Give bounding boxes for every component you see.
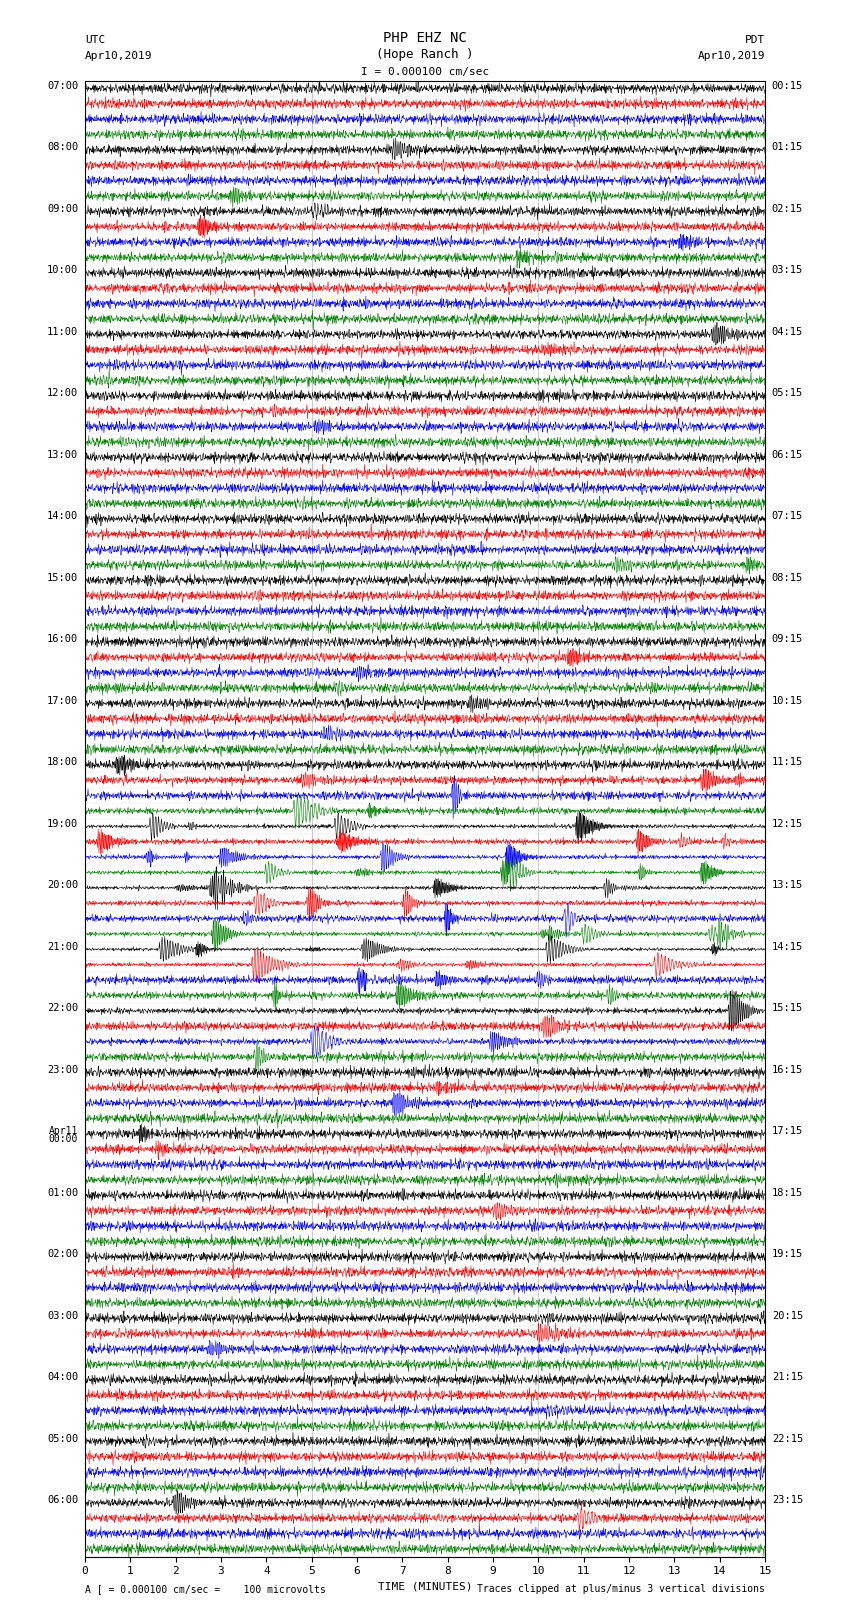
Text: 05:15: 05:15 [772, 389, 803, 398]
Text: 01:00: 01:00 [47, 1187, 78, 1197]
Text: 02:15: 02:15 [772, 203, 803, 213]
Text: 15:15: 15:15 [772, 1003, 803, 1013]
Text: 15:00: 15:00 [47, 573, 78, 582]
Text: 16:15: 16:15 [772, 1065, 803, 1074]
Text: PHP EHZ NC: PHP EHZ NC [383, 31, 467, 45]
Text: 06:00: 06:00 [47, 1495, 78, 1505]
Text: 03:00: 03:00 [47, 1310, 78, 1321]
Text: 19:15: 19:15 [772, 1248, 803, 1260]
Text: 17:00: 17:00 [47, 695, 78, 705]
Text: Apr10,2019: Apr10,2019 [698, 52, 765, 61]
Text: 12:00: 12:00 [47, 389, 78, 398]
Text: 00:15: 00:15 [772, 81, 803, 90]
Text: 17:15: 17:15 [772, 1126, 803, 1136]
Text: 04:00: 04:00 [47, 1373, 78, 1382]
Text: 14:00: 14:00 [47, 511, 78, 521]
Text: 05:00: 05:00 [47, 1434, 78, 1444]
Text: 04:15: 04:15 [772, 326, 803, 337]
Text: 10:15: 10:15 [772, 695, 803, 705]
Text: 09:00: 09:00 [47, 203, 78, 213]
Text: 23:15: 23:15 [772, 1495, 803, 1505]
Text: 13:15: 13:15 [772, 881, 803, 890]
Text: PDT: PDT [745, 35, 765, 45]
Text: 11:15: 11:15 [772, 756, 803, 768]
Text: UTC: UTC [85, 35, 105, 45]
Text: 08:00: 08:00 [47, 142, 78, 152]
X-axis label: TIME (MINUTES): TIME (MINUTES) [377, 1582, 473, 1592]
Text: 14:15: 14:15 [772, 942, 803, 952]
Text: 18:15: 18:15 [772, 1187, 803, 1197]
Text: 19:00: 19:00 [47, 819, 78, 829]
Text: 23:00: 23:00 [47, 1065, 78, 1074]
Text: Apr11: Apr11 [48, 1126, 78, 1136]
Text: 07:15: 07:15 [772, 511, 803, 521]
Text: 22:00: 22:00 [47, 1003, 78, 1013]
Text: 22:15: 22:15 [772, 1434, 803, 1444]
Text: 02:00: 02:00 [47, 1248, 78, 1260]
Text: 01:15: 01:15 [772, 142, 803, 152]
Text: I = 0.000100 cm/sec: I = 0.000100 cm/sec [361, 68, 489, 77]
Text: 21:15: 21:15 [772, 1373, 803, 1382]
Text: 18:00: 18:00 [47, 756, 78, 768]
Text: 12:15: 12:15 [772, 819, 803, 829]
Text: A [ = 0.000100 cm/sec =    100 microvolts: A [ = 0.000100 cm/sec = 100 microvolts [85, 1584, 326, 1594]
Text: Traces clipped at plus/minus 3 vertical divisions: Traces clipped at plus/minus 3 vertical … [477, 1584, 765, 1594]
Text: 03:15: 03:15 [772, 265, 803, 276]
Text: 20:15: 20:15 [772, 1310, 803, 1321]
Text: (Hope Ranch ): (Hope Ranch ) [377, 48, 473, 61]
Text: Apr10,2019: Apr10,2019 [85, 52, 152, 61]
Text: 10:00: 10:00 [47, 265, 78, 276]
Text: 08:15: 08:15 [772, 573, 803, 582]
Text: 07:00: 07:00 [47, 81, 78, 90]
Text: 06:15: 06:15 [772, 450, 803, 460]
Text: 21:00: 21:00 [47, 942, 78, 952]
Text: 20:00: 20:00 [47, 881, 78, 890]
Text: 11:00: 11:00 [47, 326, 78, 337]
Text: 09:15: 09:15 [772, 634, 803, 644]
Text: 00:00: 00:00 [48, 1134, 78, 1144]
Text: 16:00: 16:00 [47, 634, 78, 644]
Text: 13:00: 13:00 [47, 450, 78, 460]
